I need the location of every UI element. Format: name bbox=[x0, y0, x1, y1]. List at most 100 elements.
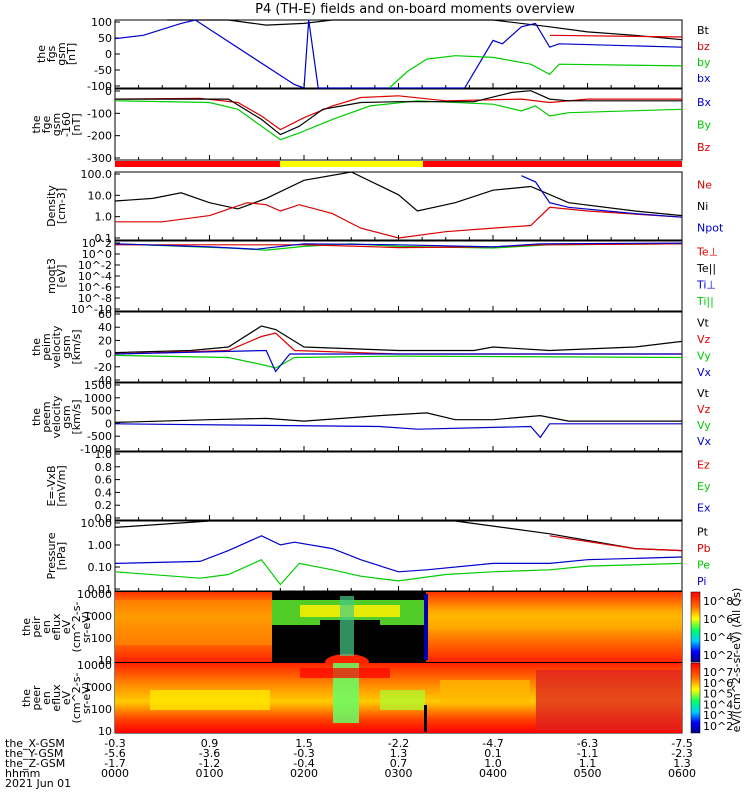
y-axis-label: velocity bbox=[50, 325, 63, 368]
y-axis-label: eflux bbox=[50, 684, 63, 712]
y-axis-label: [nT] bbox=[65, 43, 78, 65]
y-tick-label: -40 bbox=[94, 374, 112, 387]
y-tick-label: 10.0 bbox=[88, 189, 113, 202]
y-axis-label: sr-eV) bbox=[80, 611, 93, 643]
x-axis-value: 1.5 bbox=[295, 737, 313, 750]
legend-pressure-2: Pe bbox=[697, 558, 710, 571]
colorbar-tick: 10^4 bbox=[703, 698, 733, 711]
series-peem-1 bbox=[114, 423, 682, 439]
y-axis-label: eV bbox=[60, 619, 73, 634]
panel-frame bbox=[114, 451, 683, 521]
legend-density-0: Ne bbox=[697, 179, 712, 192]
x-axis-value: 0000 bbox=[101, 767, 129, 780]
y-axis-label: the bbox=[35, 45, 48, 63]
y-axis-label: velocity bbox=[50, 395, 63, 438]
colorbar-tick: 10^5 bbox=[703, 688, 733, 701]
legend-fge-1: By bbox=[697, 119, 712, 132]
x-axis-value: -6.3 bbox=[577, 737, 598, 750]
x-axis-value: -0.4 bbox=[293, 757, 314, 770]
series-density-0 bbox=[114, 171, 683, 217]
y-tick-label: 1.00 bbox=[88, 539, 113, 552]
x-axis-value: -2.2 bbox=[388, 737, 409, 750]
x-axis-value: -1.2 bbox=[199, 757, 220, 770]
y-axis-label: [nT] bbox=[70, 113, 83, 135]
legend-fgs-0: Bt bbox=[697, 24, 710, 37]
x-axis-value: -2.3 bbox=[671, 747, 692, 760]
x-axis-value: 0300 bbox=[385, 767, 413, 780]
colorbar-tick: 10^2 bbox=[703, 720, 733, 733]
series-fge-0 bbox=[114, 95, 682, 131]
x-axis-value: 1.3 bbox=[390, 747, 408, 760]
y-axis-label: peer bbox=[30, 685, 43, 711]
colorbar-tick: 10^8 bbox=[703, 595, 733, 608]
series-temp-1 bbox=[115, 243, 683, 249]
y-axis-label: en bbox=[40, 620, 53, 634]
series-peim-2 bbox=[114, 354, 683, 369]
legend-peem-0: Vt bbox=[697, 387, 710, 400]
y-axis-label: the bbox=[20, 689, 33, 707]
y-axis-label: (cm^2-s- bbox=[70, 673, 83, 724]
y-tick-label: 10^-8 bbox=[78, 292, 112, 305]
x-axis-value: 1.3 bbox=[673, 757, 691, 770]
y-tick-label: 0 bbox=[105, 48, 112, 61]
y-axis-label: E=-VxB bbox=[45, 465, 58, 506]
legend-peim-3: Vx bbox=[697, 366, 712, 379]
y-tick-label: 10^2 bbox=[82, 237, 112, 250]
series-fgs-2 bbox=[388, 55, 683, 89]
y-axis-label: [km/s] bbox=[70, 329, 83, 364]
x-axis-value: 0100 bbox=[196, 767, 224, 780]
x-axis-value: -1.1 bbox=[577, 747, 598, 760]
panel-temp: 10^210^010^-210^-410^-610^-810^-10 moqt3[… bbox=[45, 237, 718, 316]
y-tick-label: 100 bbox=[91, 16, 112, 29]
x-axis-value: 0.1 bbox=[484, 747, 502, 760]
y-axis-label: en bbox=[40, 691, 53, 705]
y-axis-label: sr-eV) bbox=[80, 682, 93, 714]
series-fge-1 bbox=[114, 100, 683, 141]
figure-title: P4 (TH-E) fields and on-board moments ov… bbox=[255, 2, 575, 17]
legend-peem-3: Vx bbox=[697, 435, 712, 448]
y-tick-label: 10000 bbox=[77, 588, 112, 601]
y-tick-label: 10^-6 bbox=[78, 281, 112, 294]
colorbar-tick: 10^6 bbox=[703, 613, 733, 626]
panel-efield: 1.00.80.60.40.20.0 E=-VxB[mV/m] Ez Ey Ex bbox=[45, 448, 711, 525]
peer-spectrogram bbox=[115, 663, 682, 733]
y-axis-label: [mV/m] bbox=[55, 465, 68, 506]
y-tick-label: 1500 bbox=[84, 379, 112, 392]
y-tick-label: 40 bbox=[98, 321, 112, 334]
x-axis-value: 0600 bbox=[668, 767, 696, 780]
y-tick-label: 10 bbox=[98, 725, 112, 738]
x-axis-value: 1.0 bbox=[484, 757, 502, 770]
series-peim-0 bbox=[114, 325, 683, 354]
y-tick-label: 100 bbox=[91, 703, 112, 716]
y-tick-label: 10000 bbox=[77, 659, 112, 672]
y-axis-label: [cm-3] bbox=[55, 188, 68, 224]
colorbar-tick: 10^4 bbox=[703, 631, 733, 644]
y-axis-label: moqt3 bbox=[45, 258, 58, 294]
legend-efield-2: Ex bbox=[697, 501, 711, 514]
date-label: 2021 Jun 01 bbox=[5, 777, 71, 790]
series-pressure-3 bbox=[114, 558, 683, 586]
series-temp-2 bbox=[114, 242, 683, 250]
legend-temp-2: Ti⊥ bbox=[696, 278, 716, 291]
y-tick-label: 0 bbox=[105, 85, 112, 98]
legend-efield-1: Ey bbox=[697, 480, 711, 493]
x-axis-value: -7.5 bbox=[671, 737, 692, 750]
legend-fgs-1: bz bbox=[697, 40, 710, 53]
series-peem-0 bbox=[114, 412, 682, 423]
y-tick-label: 10^-4 bbox=[78, 270, 112, 283]
y-tick-label: 50 bbox=[98, 32, 112, 45]
x-axis-value: -4.7 bbox=[482, 737, 503, 750]
x-axis-row-label: hhmm bbox=[5, 767, 40, 780]
y-tick-label: 500 bbox=[91, 405, 112, 418]
y-tick-label: 1000 bbox=[84, 610, 112, 623]
x-axis-row-label: the_Z-GSM bbox=[5, 757, 65, 770]
legend-peem-2: Vy bbox=[697, 419, 711, 432]
y-axis-label: eflux bbox=[50, 613, 63, 641]
x-axis-value: 0200 bbox=[290, 767, 318, 780]
series-fgs-3 bbox=[549, 34, 683, 38]
panel-frame bbox=[114, 520, 683, 592]
panel-frame bbox=[114, 311, 683, 383]
y-tick-label: 0.6 bbox=[95, 474, 113, 487]
